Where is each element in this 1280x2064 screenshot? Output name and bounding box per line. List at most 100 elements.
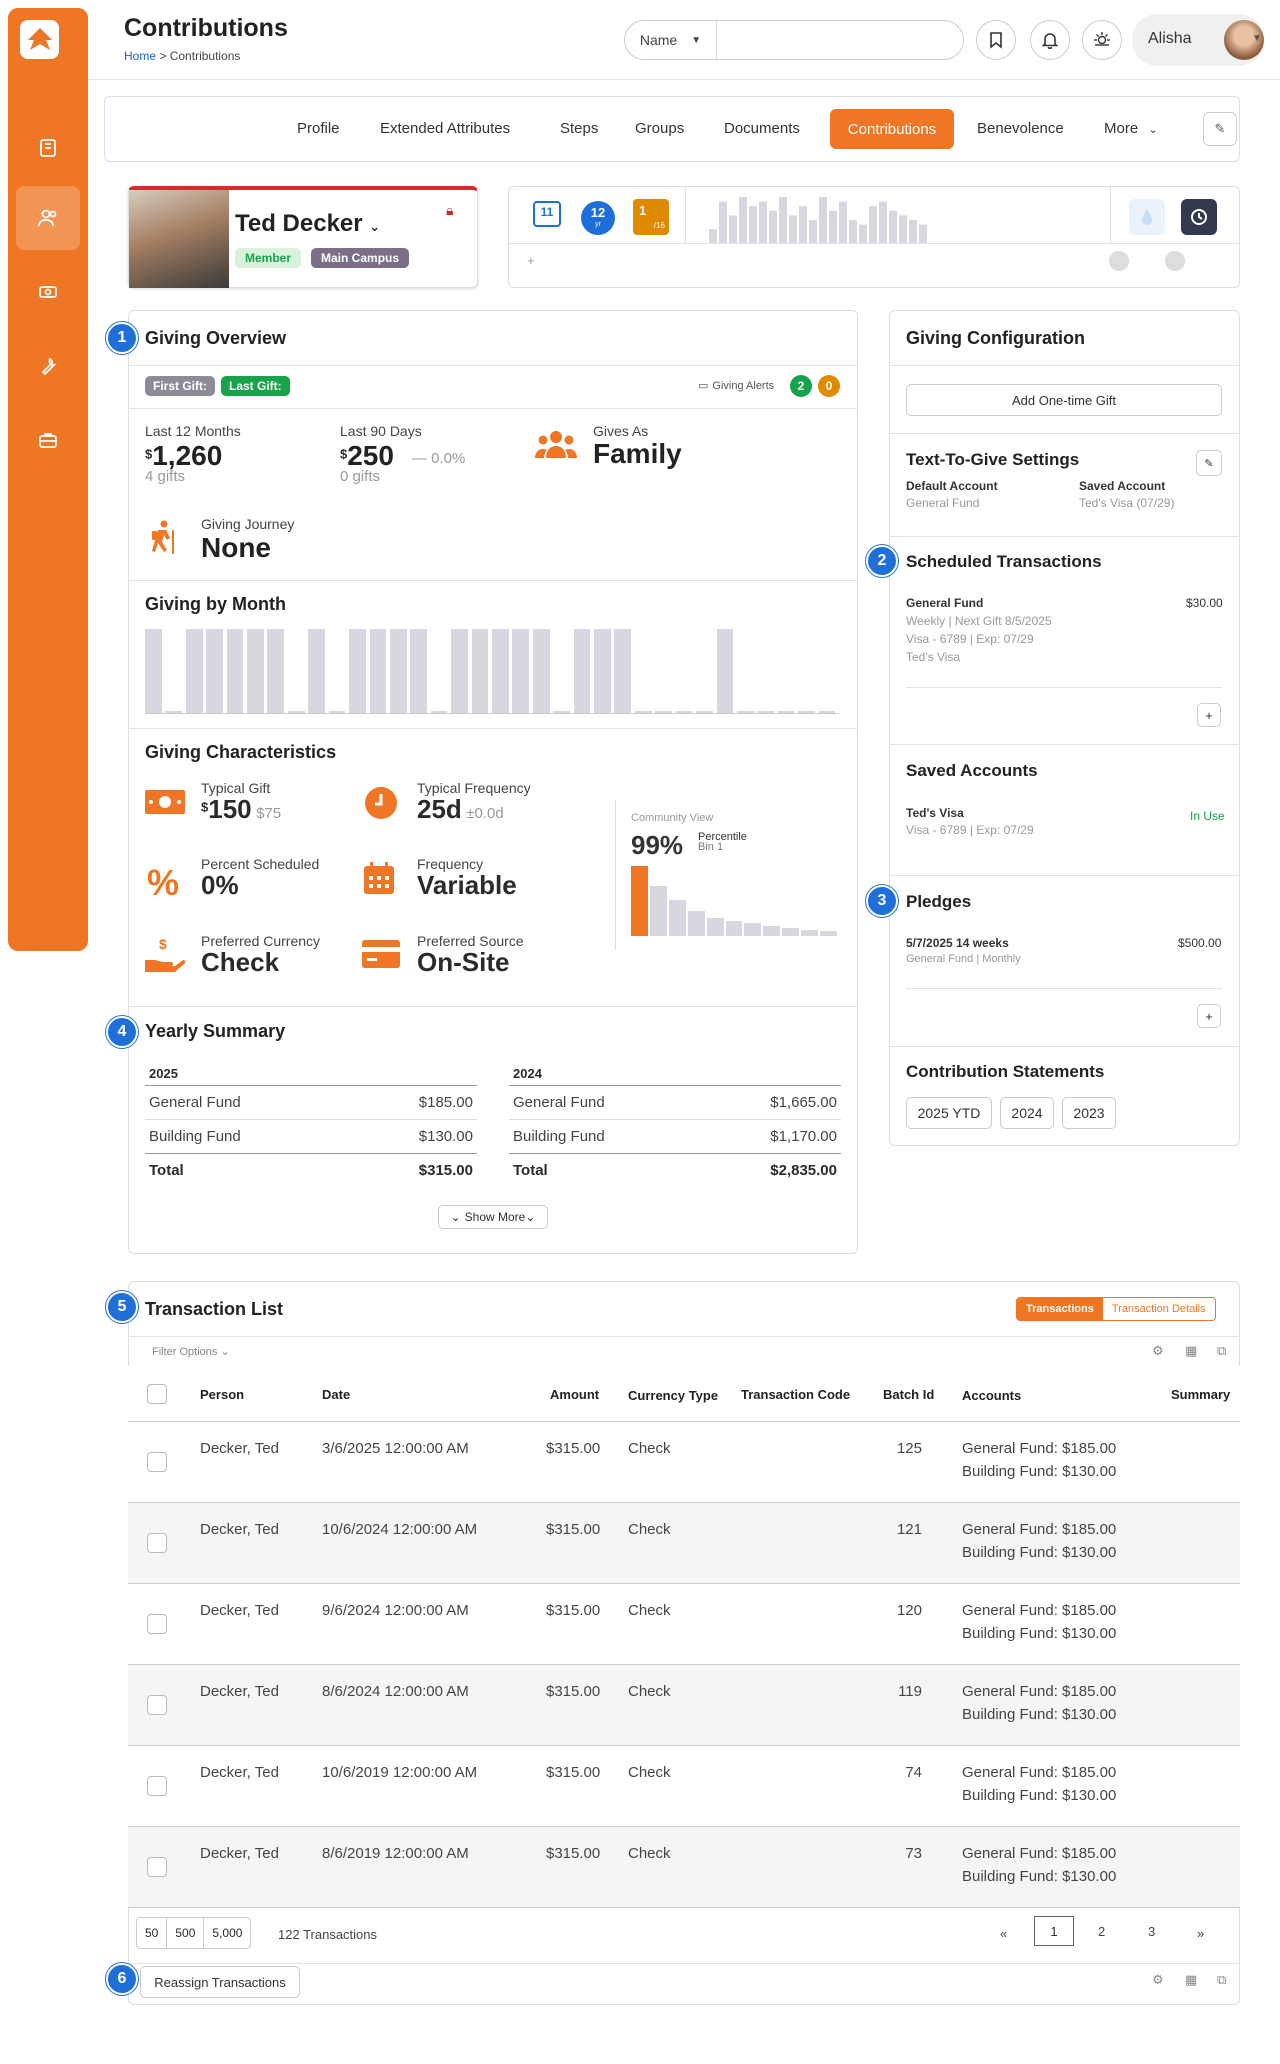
cell-account-1: General Fund: $185.00 bbox=[962, 1521, 1117, 1538]
table-row[interactable]: Decker, Ted 9/6/2024 12:00:00 AM $315.00 Ch… bbox=[128, 1584, 1240, 1665]
page-size-500[interactable]: 500 bbox=[167, 1918, 205, 1948]
toggle-transactions[interactable]: Transactions bbox=[1017, 1298, 1103, 1320]
percentile-value: 99% bbox=[631, 830, 684, 860]
last12-value: $1,260 bbox=[145, 440, 223, 471]
row-checkbox[interactable] bbox=[147, 1857, 167, 1877]
page-size-selector: 50 500 5,000 bbox=[136, 1917, 252, 1949]
month-bar bbox=[471, 629, 489, 713]
reassign-transactions-button[interactable]: Reassign Transactions bbox=[140, 1966, 300, 1998]
table-row[interactable]: Decker, Ted 3/6/2025 12:00:00 AM $315.00 Ch… bbox=[128, 1422, 1240, 1503]
cell-account-2: Building Fund: $130.00 bbox=[962, 1544, 1117, 1561]
transaction-rows: Decker, Ted 3/6/2025 12:00:00 AM $315.00 Ch… bbox=[128, 1422, 1240, 1908]
person-name[interactable]: Ted Decker ⌄ bbox=[235, 210, 381, 237]
saved-account-name[interactable]: Ted's Visa bbox=[906, 806, 964, 820]
col-summary[interactable]: Summary bbox=[1171, 1387, 1231, 1402]
month-bar bbox=[451, 629, 468, 713]
cell-date: 9/6/2024 12:00:00 AM bbox=[322, 1602, 469, 1619]
yearly-summary-title: Yearly Summary bbox=[145, 1021, 286, 1041]
add-scheduled-button[interactable]: + bbox=[1197, 703, 1221, 727]
tab-benevolence[interactable]: Benevolence bbox=[977, 120, 1064, 137]
page-size-50[interactable]: 50 bbox=[137, 1918, 168, 1948]
cell-currency: Check bbox=[628, 1683, 671, 1700]
footer-copy-icon[interactable]: ⧉ bbox=[1217, 1972, 1227, 1987]
col-batch-id[interactable]: Batch Id bbox=[883, 1387, 935, 1402]
cell-amount: $315.00 bbox=[546, 1521, 601, 1538]
page-next[interactable]: » bbox=[1197, 1926, 1205, 1941]
user-menu-chevron-icon[interactable]: ▼ bbox=[1252, 33, 1262, 44]
breadcrumb-home[interactable]: Home bbox=[124, 49, 157, 63]
page-1[interactable]: 1 bbox=[1034, 1916, 1074, 1946]
add-pledge-button[interactable]: + bbox=[1197, 1004, 1221, 1028]
row-checkbox[interactable] bbox=[147, 1452, 167, 1472]
tab-more[interactable]: More ⌄ bbox=[1104, 120, 1158, 137]
page-3[interactable]: 3 bbox=[1148, 1924, 1156, 1939]
saved-account-status: In Use bbox=[1190, 809, 1225, 823]
cell-account-2: Building Fund: $130.00 bbox=[962, 1868, 1117, 1885]
tab-extended-attributes[interactable]: Extended Attributes bbox=[380, 120, 511, 137]
gives-as-value: Family bbox=[593, 438, 682, 469]
settings-icon[interactable]: ⚙ bbox=[1152, 1343, 1164, 1358]
add-one-time-gift-button[interactable]: Add One-time Gift bbox=[906, 384, 1222, 416]
rock-logo-icon[interactable] bbox=[20, 20, 59, 59]
col-transaction-code[interactable]: Transaction Code bbox=[741, 1387, 851, 1402]
col-date[interactable]: Date bbox=[322, 1387, 351, 1402]
page-size-5000[interactable]: 5,000 bbox=[212, 1926, 243, 1940]
page-2[interactable]: 2 bbox=[1098, 1924, 1106, 1939]
tab-groups[interactable]: Groups bbox=[635, 120, 685, 137]
tab-documents[interactable]: Documents bbox=[724, 120, 800, 137]
statement-2024-button[interactable]: 2024 bbox=[1000, 1097, 1054, 1129]
user-menu[interactable]: Alisha bbox=[1132, 14, 1264, 66]
table-row[interactable]: Decker, Ted 8/6/2024 12:00:00 AM $315.00 Ch… bbox=[128, 1665, 1240, 1746]
search-scope-select[interactable]: Name ▼ bbox=[625, 21, 717, 59]
add-badge-button[interactable]: + bbox=[527, 253, 535, 268]
row-checkbox[interactable] bbox=[147, 1776, 167, 1796]
page-prev[interactable]: « bbox=[1000, 1926, 1008, 1941]
month-bar bbox=[757, 711, 775, 713]
sidebar-people-icon[interactable] bbox=[16, 186, 80, 250]
footer-settings-icon[interactable]: ⚙ bbox=[1152, 1972, 1164, 1987]
filter-options[interactable]: Filter Options ⌄ bbox=[152, 1346, 230, 1358]
table-row[interactable]: Decker, Ted 10/6/2019 12:00:00 AM $315.00 C… bbox=[128, 1746, 1240, 1827]
table-row[interactable]: Decker, Ted 8/6/2019 12:00:00 AM $315.00 Ch… bbox=[128, 1827, 1240, 1908]
sidebar-wrench-icon[interactable] bbox=[16, 334, 80, 398]
col-accounts[interactable]: Accounts bbox=[962, 1388, 1022, 1403]
grid-export-icon[interactable]: ▦ bbox=[1185, 1343, 1198, 1358]
toggle-transaction-details[interactable]: Transaction Details bbox=[1102, 1298, 1215, 1320]
pledge-line[interactable]: 5/7/2025 14 weeks bbox=[906, 936, 1009, 950]
statement-2023-button[interactable]: 2023 bbox=[1062, 1097, 1116, 1129]
typical-frequency-label: Typical Frequency bbox=[417, 780, 531, 796]
family-icon bbox=[535, 428, 577, 467]
month-bar bbox=[818, 711, 836, 713]
bookmark-icon[interactable] bbox=[976, 20, 1016, 60]
edit-text-to-give-button[interactable]: ✎ bbox=[1196, 450, 1222, 476]
theme-icon[interactable] bbox=[1082, 20, 1122, 60]
tab-profile[interactable]: Profile bbox=[297, 120, 340, 137]
sidebar-book-icon[interactable] bbox=[16, 116, 80, 180]
scheduled-fund[interactable]: General Fund bbox=[906, 596, 984, 610]
tab-contributions[interactable]: Contributions bbox=[830, 109, 954, 149]
bell-icon[interactable] bbox=[1030, 20, 1070, 60]
sidebar-briefcase-icon[interactable] bbox=[16, 408, 80, 472]
copy-icon[interactable]: ⧉ bbox=[1217, 1343, 1227, 1358]
search-input[interactable] bbox=[717, 21, 963, 59]
col-amount[interactable]: Amount bbox=[550, 1387, 600, 1402]
show-more-button[interactable]: ⌄ Show More ⌄ bbox=[438, 1205, 548, 1229]
step-number-1: 1 bbox=[106, 322, 138, 354]
row-checkbox[interactable] bbox=[147, 1695, 167, 1715]
month-bar bbox=[594, 629, 611, 713]
footer-grid-icon[interactable]: ▦ bbox=[1185, 1972, 1198, 1987]
gives-as-label: Gives As bbox=[593, 423, 649, 439]
row-checkbox[interactable] bbox=[147, 1614, 167, 1634]
statement-2025-ytd-button[interactable]: 2025 YTD bbox=[906, 1097, 992, 1129]
cell-batch-id: 120 bbox=[896, 1602, 922, 1619]
search-box[interactable]: Name ▼ bbox=[624, 20, 964, 60]
col-person[interactable]: Person bbox=[200, 1387, 245, 1402]
col-currency-type[interactable]: Currency Type bbox=[628, 1388, 719, 1403]
select-all-checkbox[interactable] bbox=[147, 1384, 167, 1404]
sidebar-finance-icon[interactable] bbox=[16, 260, 80, 324]
tab-steps[interactable]: Steps bbox=[560, 120, 599, 137]
edit-tabs-button[interactable]: ✎ bbox=[1203, 112, 1237, 146]
table-row[interactable]: Decker, Ted 10/6/2024 12:00:00 AM $315.00 C… bbox=[128, 1503, 1240, 1584]
row-checkbox[interactable] bbox=[147, 1533, 167, 1553]
giving-alerts[interactable]: ▭ Giving Alerts bbox=[698, 379, 775, 393]
